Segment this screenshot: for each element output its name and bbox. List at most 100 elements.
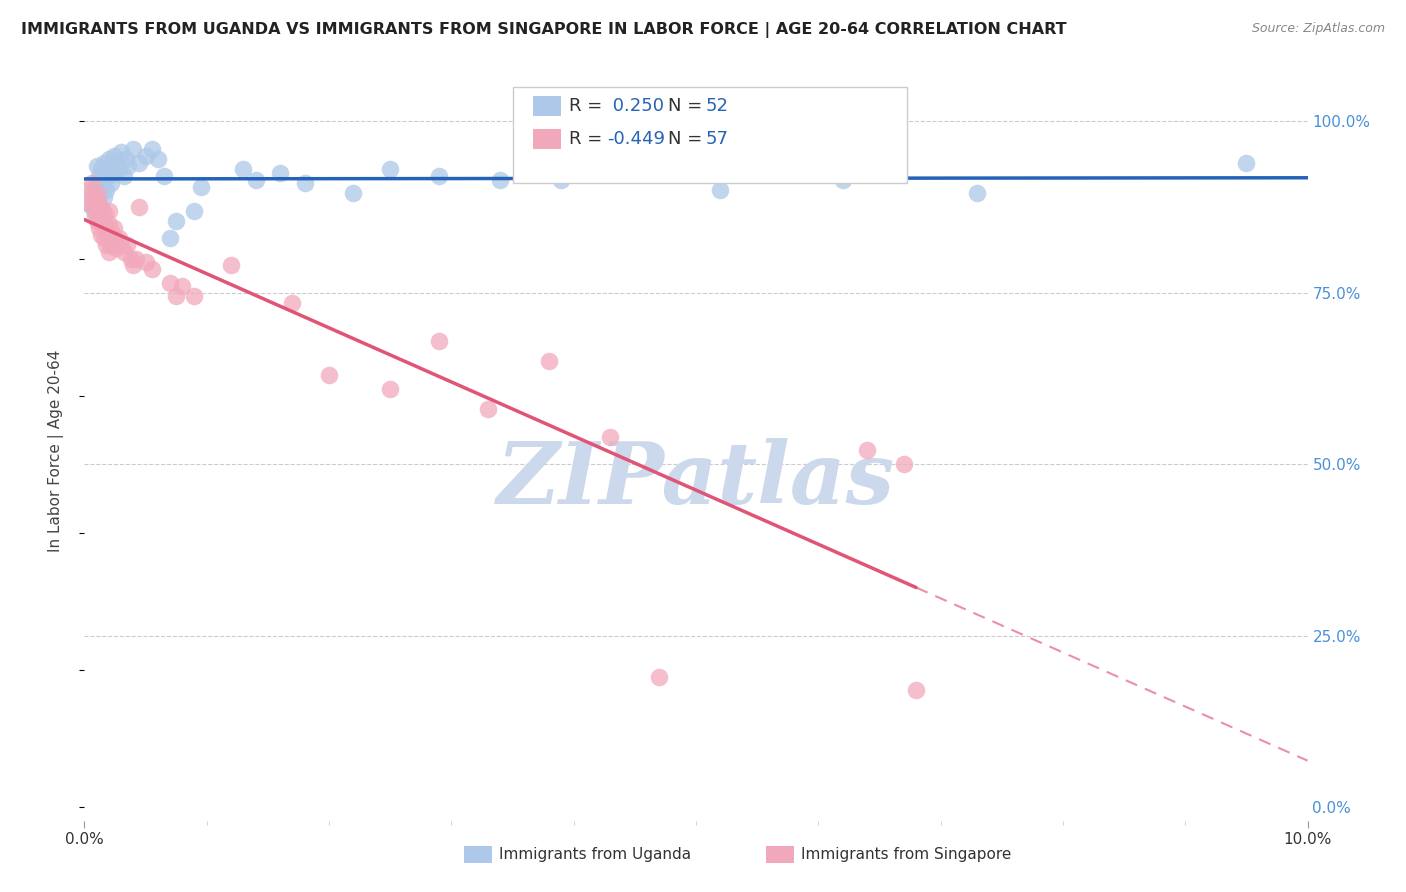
Point <box>489 172 512 186</box>
Point <box>165 214 187 228</box>
Text: Source: ZipAtlas.com: Source: ZipAtlas.com <box>1251 22 1385 36</box>
Point <box>122 259 145 273</box>
Point <box>380 162 402 177</box>
Point <box>128 200 150 214</box>
Point <box>97 244 120 259</box>
Point <box>245 172 267 186</box>
Point <box>94 207 117 221</box>
Point <box>97 227 120 242</box>
Point <box>96 166 118 180</box>
Point <box>90 179 112 194</box>
Point <box>90 162 112 177</box>
Point <box>90 214 112 228</box>
Text: Immigrants from Uganda: Immigrants from Uganda <box>499 847 692 862</box>
Point <box>893 457 915 471</box>
Text: 0.250: 0.250 <box>607 97 665 115</box>
Point <box>648 670 671 684</box>
Point <box>104 235 127 249</box>
Point <box>831 172 853 186</box>
Point <box>96 237 118 252</box>
Point <box>87 169 110 184</box>
Point <box>80 176 103 190</box>
Point <box>135 255 157 269</box>
Point <box>87 193 110 207</box>
Point <box>103 220 125 235</box>
Point <box>159 231 181 245</box>
Point <box>97 152 120 166</box>
Point <box>112 169 135 184</box>
Point <box>856 443 879 458</box>
Point <box>183 203 205 218</box>
Point <box>77 196 100 211</box>
Point <box>146 152 169 166</box>
Point <box>93 231 115 245</box>
Point <box>115 237 138 252</box>
Point <box>550 172 572 186</box>
Point <box>103 149 125 163</box>
Point <box>84 211 107 225</box>
Point <box>538 354 561 368</box>
Point <box>100 176 122 190</box>
Point <box>153 169 176 184</box>
Point <box>135 149 157 163</box>
Point <box>86 186 108 201</box>
Point <box>107 231 129 245</box>
Point <box>281 296 304 310</box>
Text: N =: N = <box>668 130 707 148</box>
Point <box>100 159 122 173</box>
Point <box>97 231 120 245</box>
Point <box>318 368 340 382</box>
Point <box>79 196 101 211</box>
Point <box>80 186 103 201</box>
Point <box>612 159 634 173</box>
Point <box>90 227 112 242</box>
Point <box>86 159 108 173</box>
Text: Immigrants from Singapore: Immigrants from Singapore <box>801 847 1012 862</box>
Text: 57: 57 <box>706 130 728 148</box>
Point <box>93 155 115 169</box>
Point <box>112 244 135 259</box>
Point <box>105 241 128 255</box>
Point <box>87 220 110 235</box>
Point <box>107 162 129 177</box>
Point <box>427 169 450 184</box>
Y-axis label: In Labor Force | Age 20-64: In Labor Force | Age 20-64 <box>48 350 63 551</box>
Point <box>125 252 148 266</box>
Point <box>269 166 291 180</box>
Point <box>219 259 242 273</box>
Point <box>86 193 108 207</box>
Point <box>103 166 125 180</box>
Point <box>427 334 450 348</box>
Point <box>100 224 122 238</box>
Point <box>342 186 364 201</box>
Point <box>190 179 212 194</box>
Point <box>96 220 118 235</box>
Point <box>77 183 100 197</box>
Point <box>86 214 108 228</box>
Point <box>86 176 108 190</box>
Point <box>93 190 115 204</box>
Point <box>87 207 110 221</box>
Point <box>117 159 139 173</box>
Point <box>120 252 142 266</box>
Point <box>110 145 132 160</box>
Point <box>96 183 118 197</box>
Point <box>172 279 194 293</box>
Point <box>232 162 254 177</box>
Point <box>477 402 499 417</box>
Point <box>93 217 115 231</box>
Point <box>87 186 110 201</box>
Point <box>91 203 114 218</box>
Text: 52: 52 <box>706 97 728 115</box>
Point <box>115 152 138 166</box>
Point <box>380 382 402 396</box>
Point <box>86 200 108 214</box>
Text: ZIPatlas: ZIPatlas <box>496 438 896 522</box>
Point <box>83 203 105 218</box>
Point <box>905 683 928 698</box>
Point <box>110 237 132 252</box>
Point <box>1236 155 1258 169</box>
Text: IMMIGRANTS FROM UGANDA VS IMMIGRANTS FROM SINGAPORE IN LABOR FORCE | AGE 20-64 C: IMMIGRANTS FROM UGANDA VS IMMIGRANTS FRO… <box>21 22 1067 38</box>
Point <box>97 169 120 184</box>
Point <box>141 261 163 276</box>
